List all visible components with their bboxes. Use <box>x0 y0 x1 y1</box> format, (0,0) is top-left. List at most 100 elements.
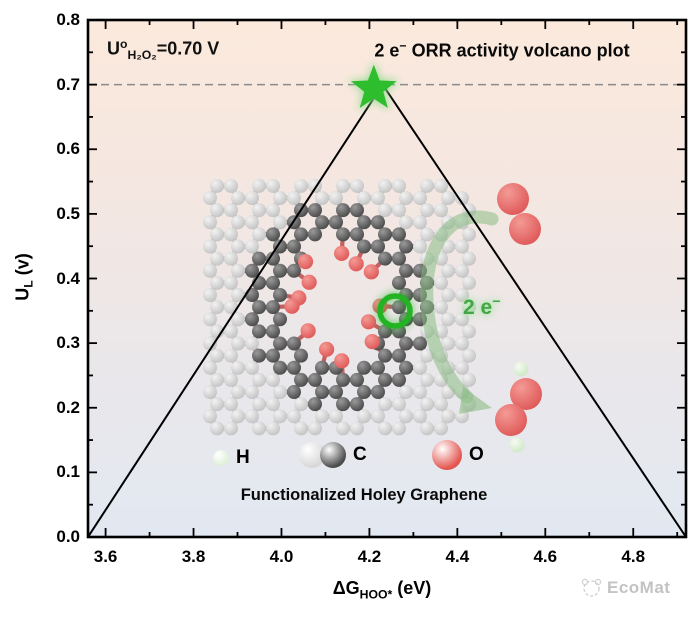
oxygen-atom <box>360 314 377 330</box>
carbon-atom <box>455 263 469 278</box>
carbon-atom-edge <box>357 215 371 230</box>
carbon-atom <box>350 421 364 436</box>
carbon-atom-edge <box>273 360 287 375</box>
carbon-atom <box>294 178 308 193</box>
carbon-atom-edge <box>266 324 280 339</box>
carbon-atom <box>245 384 259 399</box>
carbon-atom <box>210 178 224 193</box>
carbon-atom <box>378 203 392 218</box>
carbon-atom <box>231 215 245 230</box>
carbon-atom-edge <box>371 384 385 399</box>
carbon-atom <box>210 227 224 242</box>
carbon-atom <box>413 215 427 230</box>
carbon-atom <box>441 191 455 205</box>
carbon-atom <box>399 384 413 399</box>
carbon-atom-edge <box>308 227 322 242</box>
carbon-atom-edge <box>315 360 329 375</box>
carbon-atom <box>294 421 308 436</box>
y-tick-label: 0.0 <box>56 527 80 546</box>
y-tick-label: 0.6 <box>56 139 80 159</box>
oxygen-atom <box>364 333 380 350</box>
carbon-atom <box>294 397 308 412</box>
oxygen-atom <box>334 353 350 369</box>
carbon-atom <box>252 178 266 193</box>
carbon-atom <box>224 178 238 193</box>
y-tick-label: 0.4 <box>56 268 80 288</box>
carbon-atom-edge <box>378 227 392 242</box>
carbon-atom <box>252 421 266 436</box>
carbon-atom <box>462 275 476 290</box>
carbon-atom-edge <box>399 360 413 375</box>
peak-star-marker <box>351 64 397 108</box>
carbon-atom-edge <box>378 372 392 387</box>
carbon-atom-edge <box>350 203 364 218</box>
ecomat-logo-icon <box>581 578 602 597</box>
carbon-atom <box>210 275 224 290</box>
carbon-atom <box>245 239 259 254</box>
carbon-atom-edge <box>315 384 329 399</box>
carbon-atom <box>224 300 238 315</box>
carbon-atom <box>455 287 469 302</box>
carbon-atom <box>434 300 448 315</box>
molecule-inset <box>203 178 476 436</box>
carbon-atom-edge <box>336 372 350 387</box>
carbon-atom <box>462 348 476 363</box>
oxygen-atom <box>495 404 527 436</box>
carbon-atom <box>455 336 469 351</box>
carbon-atom <box>210 203 224 218</box>
carbon-atom-edge <box>357 384 371 399</box>
carbon-atom <box>203 239 217 254</box>
x-tick-label: 3.8 <box>181 547 206 566</box>
carbon-atom-edge <box>371 215 385 230</box>
carbon-atom-edge <box>336 203 350 218</box>
carbon-atom <box>210 372 224 387</box>
carbon-atom <box>231 191 245 205</box>
oxygen-atom <box>509 213 541 245</box>
legend-item-o: O <box>432 440 484 470</box>
carbon-atom <box>224 203 238 218</box>
oxygen-atom <box>301 274 317 290</box>
carbon-atom-edge <box>245 263 259 278</box>
carbon-atom <box>420 178 434 193</box>
carbon-atom <box>210 251 224 266</box>
y-axis-title: UL (v) <box>12 253 36 301</box>
oxygen-atom <box>297 253 314 270</box>
x-tick-label: 3.6 <box>93 547 118 566</box>
carbon-atom <box>441 287 455 302</box>
carbon-atom-edge <box>392 275 406 290</box>
hydrogen-atom <box>513 361 529 377</box>
carbon-atom <box>315 409 329 424</box>
carbon-atom-edge <box>350 227 364 242</box>
carbon-atom <box>434 397 448 412</box>
carbon-atom <box>203 215 217 230</box>
carbon-atom <box>231 287 245 302</box>
carbon-atom-edge <box>245 287 259 302</box>
carbon-atom <box>252 227 266 242</box>
carbon-atom <box>413 239 427 254</box>
carbon-atom-edge <box>245 312 259 327</box>
y-tick-label: 0.8 <box>56 10 80 29</box>
legend-label: C <box>353 444 367 465</box>
carbon-atom-edge <box>378 324 392 339</box>
carbon-atom <box>252 372 266 387</box>
carbon-atom-edge <box>266 275 280 290</box>
carbon-atom <box>287 409 301 424</box>
y-tick-label: 0.5 <box>56 203 80 223</box>
carbon-atom-edge <box>329 384 343 399</box>
carbon-atom <box>441 409 455 424</box>
carbon-atom-edge <box>252 324 266 339</box>
carbon-atom <box>392 421 406 436</box>
watermark: EcoMat <box>580 576 670 599</box>
carbon-atom <box>231 312 245 327</box>
carbon-atom <box>224 251 238 266</box>
carbon-atom <box>434 203 448 218</box>
carbon-atom <box>329 191 343 205</box>
carbon-atom <box>336 421 350 436</box>
carbon-atom-edge <box>266 227 280 242</box>
carbon-atom-edge <box>273 287 287 302</box>
carbon-atom <box>273 191 287 205</box>
legend-item-c: C <box>299 442 367 468</box>
carbon-atom <box>371 191 385 205</box>
